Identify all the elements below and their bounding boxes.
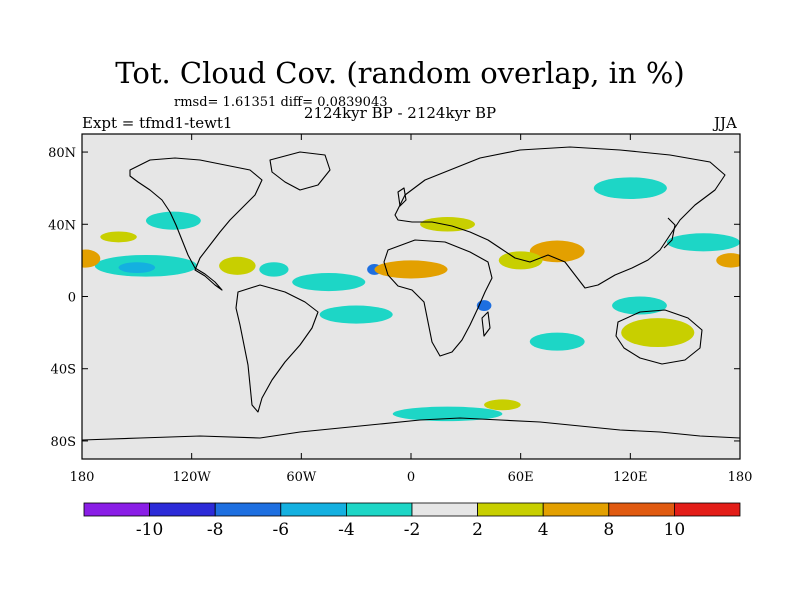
x-tick-label: 60E — [508, 470, 534, 485]
anomaly-region — [484, 399, 521, 411]
coastline-madagascar — [481, 311, 491, 337]
y-tick-label: 0 — [68, 291, 76, 306]
anomaly-region — [118, 262, 156, 274]
anomaly-region — [145, 211, 201, 230]
colorbar-label: -8 — [207, 520, 224, 540]
x-tick-label: 180 — [728, 470, 753, 485]
x-tick-label: 120W — [173, 470, 212, 485]
y-tick-label: 40N — [48, 218, 76, 233]
coastlines — [82, 146, 740, 441]
colorbar-swatch — [280, 502, 347, 517]
colorbar-label: 2 — [472, 520, 483, 540]
y-tick-label: 80N — [48, 146, 76, 161]
anomaly-region — [498, 251, 543, 270]
anomaly-layer — [82, 177, 740, 422]
coastline-japan — [663, 217, 676, 249]
x-tick-label: 180 — [70, 470, 95, 485]
coastline-greenland — [269, 151, 331, 191]
colorbar-label: -6 — [273, 520, 290, 540]
anomaly-region — [374, 260, 448, 279]
anomaly-region — [319, 305, 393, 324]
anomaly-region — [716, 253, 740, 268]
experiment-label: Expt = tfmd1-tewt1 — [82, 114, 233, 132]
chart-title: Tot. Cloud Cov. (random overlap, in %) — [115, 56, 685, 90]
anomaly-region — [392, 406, 503, 422]
anomaly-region — [593, 177, 667, 200]
x-tick-label: 0 — [407, 470, 415, 485]
anomaly-region — [292, 273, 366, 292]
colorbar-swatch — [83, 502, 150, 517]
colorbar-label: -2 — [404, 520, 421, 540]
colorbar: -10 -8 -6 -4 -2 2 4 8 10 — [83, 502, 741, 540]
colorbar-label: -4 — [338, 520, 355, 540]
x-tick-label: 60W — [286, 470, 317, 485]
coastline-eurasia — [394, 146, 726, 289]
anomaly-region — [420, 217, 475, 232]
colorbar-swatch — [477, 502, 544, 517]
season-label: JJA — [714, 114, 737, 132]
coastline-north-america — [129, 157, 263, 291]
anomaly-region — [259, 262, 289, 277]
stats-label: rmsd= 1.61351 diff= 0.0839043 — [174, 95, 388, 110]
anomaly-region — [219, 256, 256, 275]
colorbar-swatch — [608, 502, 675, 517]
colorbar-label: -10 — [136, 520, 163, 540]
colorbar-swatch — [345, 502, 413, 517]
anomaly-region — [82, 249, 101, 268]
period-label: 2124kyr BP - 2124kyr BP — [303, 104, 497, 122]
axis-ticks: 180 120W 60W 0 60E 120E 180 80N 40N 0 40S 80S — [48, 134, 752, 485]
coastline-uk — [397, 187, 407, 207]
anomaly-region — [529, 332, 585, 351]
anomaly-region — [666, 233, 740, 252]
anomaly-region — [612, 296, 667, 315]
coastline-africa — [383, 239, 493, 357]
colorbar-label: 8 — [603, 520, 614, 540]
anomaly-region — [100, 231, 137, 243]
coastline-australia — [615, 309, 703, 365]
colorbar-swatch — [214, 502, 282, 517]
colorbar-swatch — [149, 502, 216, 517]
colorbar-swatch — [411, 502, 478, 517]
coastline-south-america — [235, 284, 319, 413]
coastline-antarctica — [82, 417, 740, 441]
colorbar-swatch — [674, 502, 741, 517]
colorbar-label: 10 — [664, 520, 686, 540]
y-tick-label: 80S — [51, 435, 76, 450]
x-tick-label: 120E — [613, 470, 647, 485]
colorbar-label: 4 — [538, 520, 549, 540]
y-tick-label: 40S — [51, 363, 76, 378]
colorbar-swatch — [542, 502, 610, 517]
anomaly-region — [621, 318, 695, 348]
